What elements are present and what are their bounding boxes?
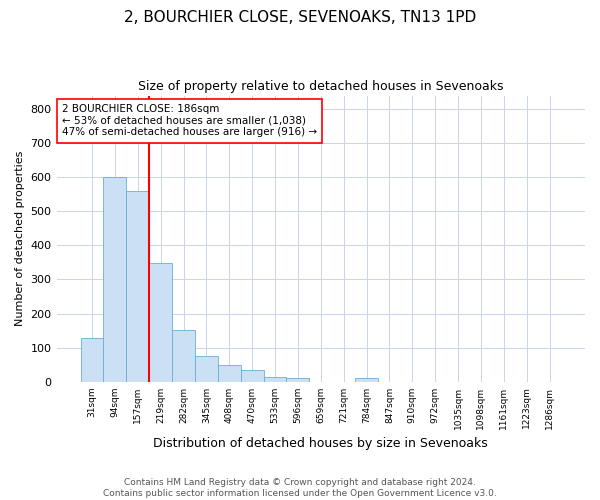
Text: 2, BOURCHIER CLOSE, SEVENOAKS, TN13 1PD: 2, BOURCHIER CLOSE, SEVENOAKS, TN13 1PD: [124, 10, 476, 25]
Bar: [103, 178, 127, 382]
X-axis label: Distribution of detached houses by size in Sevenoaks: Distribution of detached houses by size …: [154, 437, 488, 450]
Bar: [286, 378, 310, 382]
Bar: [241, 370, 263, 382]
Bar: [195, 356, 218, 382]
Bar: [80, 338, 103, 382]
Bar: [218, 364, 241, 382]
Bar: [127, 191, 149, 382]
Text: Contains HM Land Registry data © Crown copyright and database right 2024.
Contai: Contains HM Land Registry data © Crown c…: [103, 478, 497, 498]
Bar: [263, 377, 286, 382]
Bar: [355, 378, 378, 382]
Bar: [172, 330, 195, 382]
Text: 2 BOURCHIER CLOSE: 186sqm
← 53% of detached houses are smaller (1,038)
47% of se: 2 BOURCHIER CLOSE: 186sqm ← 53% of detac…: [62, 104, 317, 138]
Bar: [149, 263, 172, 382]
Y-axis label: Number of detached properties: Number of detached properties: [15, 151, 25, 326]
Title: Size of property relative to detached houses in Sevenoaks: Size of property relative to detached ho…: [138, 80, 503, 93]
